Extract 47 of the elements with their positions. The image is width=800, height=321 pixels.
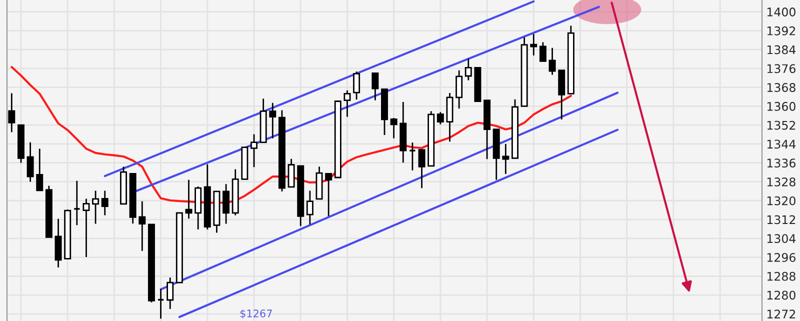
candlestick <box>222 183 230 224</box>
candlestick <box>166 276 174 310</box>
y-tick-label: 1384 <box>767 45 796 54</box>
y-tick-label: 1344 <box>767 140 796 149</box>
candlestick <box>306 190 314 226</box>
y-tick-label: 1320 <box>767 196 796 206</box>
candlestick <box>325 173 332 217</box>
y-tick-label: 1376 <box>767 64 796 74</box>
y-tick-label: 1336 <box>767 158 796 168</box>
candlestick <box>26 142 34 182</box>
y-tick-label: 1312 <box>767 215 796 224</box>
candlestick <box>54 218 62 268</box>
candlestick <box>456 70 463 110</box>
candlestick <box>92 190 100 224</box>
y-tick-label: 1288 <box>767 272 796 281</box>
y-tick-label: 1352 <box>767 120 796 130</box>
candlestick <box>502 143 510 175</box>
y-tick-label: 1368 <box>767 83 796 92</box>
y-tick-label: 1400 <box>767 8 796 16</box>
candlestick <box>353 70 360 100</box>
candlestick <box>464 58 472 81</box>
candlestick <box>8 92 16 133</box>
candlestick <box>138 200 146 252</box>
candlestick <box>436 111 444 126</box>
candlestick <box>539 42 546 62</box>
y-tick-label: 1392 <box>767 26 796 36</box>
candlestick <box>82 198 90 258</box>
candlestick <box>408 142 416 172</box>
candlestick <box>372 72 379 102</box>
candlestick <box>344 90 351 118</box>
candlestick <box>390 117 398 140</box>
candlestick <box>269 102 276 140</box>
candlestick <box>101 190 108 216</box>
candlestick <box>36 148 44 192</box>
y-tick-label: 1360 <box>767 102 796 111</box>
annotation: $1267 <box>240 309 272 319</box>
candlestick <box>250 134 258 168</box>
candlestick <box>530 33 538 56</box>
candlestick <box>548 47 556 76</box>
candlestick <box>288 158 295 188</box>
candlestick <box>185 179 192 220</box>
y-tick-label: 1328 <box>767 177 796 186</box>
y-tick-label: 1280 <box>767 290 796 300</box>
y-tick-label: 1272 <box>767 310 796 318</box>
y-tick-label: 1304 <box>767 234 796 244</box>
candlestick <box>418 149 426 189</box>
y-tick-label: 1296 <box>767 252 796 262</box>
